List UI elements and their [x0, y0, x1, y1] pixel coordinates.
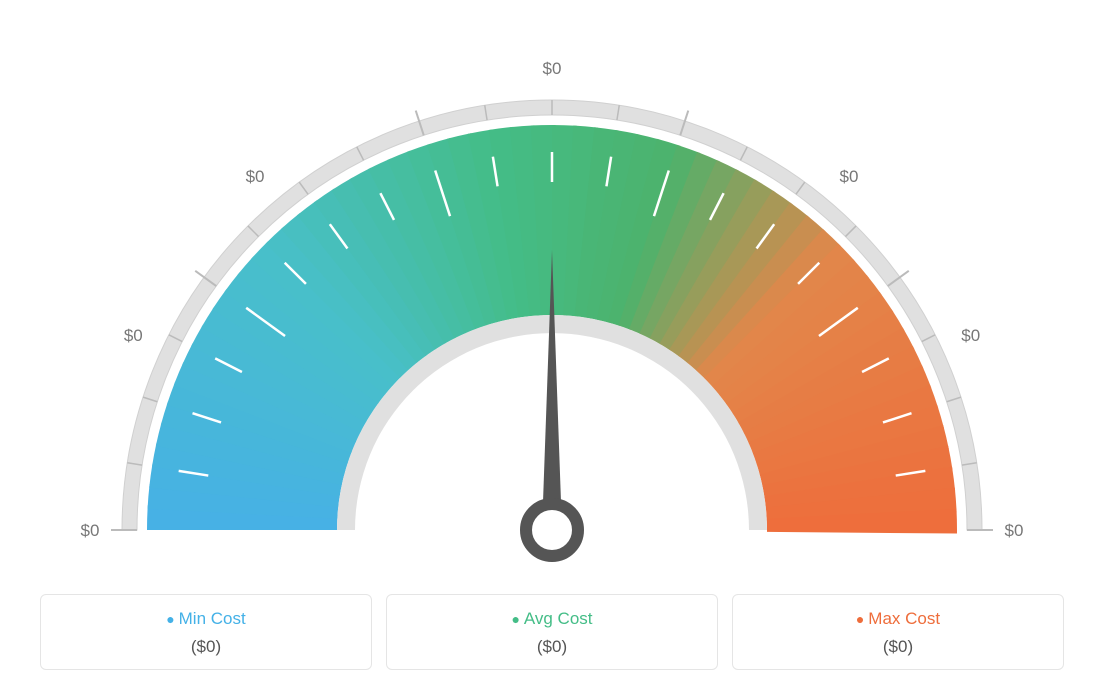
legend-label-avg: Avg Cost [387, 609, 717, 629]
svg-text:$0: $0 [840, 167, 859, 186]
legend-box-avg: Avg Cost ($0) [386, 594, 718, 670]
legend-box-max: Max Cost ($0) [732, 594, 1064, 670]
legend-label-max: Max Cost [733, 609, 1063, 629]
svg-text:$0: $0 [961, 326, 980, 345]
legend-box-min: Min Cost ($0) [40, 594, 372, 670]
gauge-svg: $0 $0 $0 $0 $0 $0 $0 [0, 20, 1104, 580]
legend-value-min: ($0) [41, 637, 371, 657]
svg-text:$0: $0 [124, 326, 143, 345]
svg-text:$0: $0 [81, 521, 100, 540]
legend-row: Min Cost ($0) Avg Cost ($0) Max Cost ($0… [40, 594, 1064, 670]
svg-text:$0: $0 [543, 59, 562, 78]
gauge-chart: $0 $0 $0 $0 $0 $0 $0 [0, 0, 1104, 560]
legend-value-avg: ($0) [387, 637, 717, 657]
svg-text:$0: $0 [1005, 521, 1024, 540]
legend-value-max: ($0) [733, 637, 1063, 657]
svg-text:$0: $0 [246, 167, 265, 186]
legend-label-min: Min Cost [41, 609, 371, 629]
